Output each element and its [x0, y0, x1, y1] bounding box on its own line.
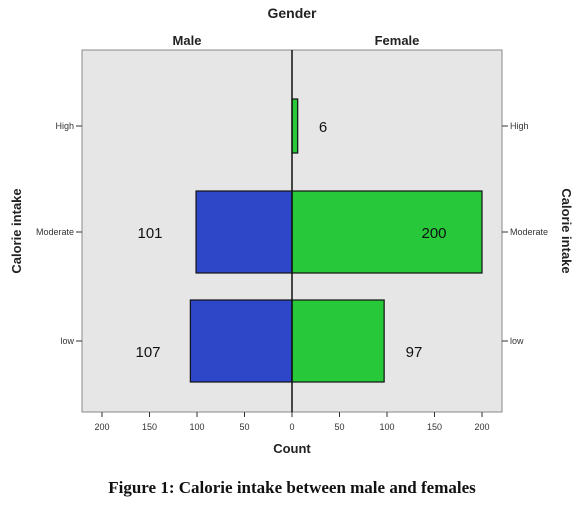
- y-tick-label-right-moderate: Moderate: [510, 227, 548, 237]
- bar-male-low: [189, 299, 293, 383]
- y-tick-label-right-high: High: [510, 121, 529, 131]
- data-label-female-high: 6: [319, 119, 327, 136]
- y-axis-label-right: Calorie intake: [559, 188, 574, 273]
- y-axis-label-left: Calorie intake: [9, 188, 24, 273]
- y-tick-label-left-low: low: [60, 336, 74, 346]
- x-tick-label-3: 50: [239, 422, 249, 432]
- bar-female-moderate: [291, 190, 483, 274]
- bar-female-high: [291, 98, 299, 154]
- data-label-male-moderate: 101: [137, 225, 162, 242]
- x-tick-label-4: 0: [289, 422, 294, 432]
- x-tick-label-1: 150: [142, 422, 157, 432]
- data-label-male-low: 107: [135, 344, 160, 361]
- x-tick-label-2: 100: [189, 422, 204, 432]
- series-label-male: Male: [173, 33, 202, 48]
- x-tick-label-5: 50: [334, 422, 344, 432]
- x-tick-label-8: 200: [474, 422, 489, 432]
- x-tick-label-7: 150: [427, 422, 442, 432]
- y-tick-label-left-moderate: Moderate: [36, 227, 74, 237]
- y-tick-label-left-high: High: [55, 121, 74, 131]
- chart-title: Gender: [267, 5, 317, 21]
- bar-female-low: [291, 299, 385, 383]
- data-label-female-low: 97: [406, 344, 423, 361]
- series-label-female: Female: [375, 33, 420, 48]
- pyramid-chart: Gender Male Female Count Calorie intake …: [9, 5, 574, 456]
- bar-male-moderate: [195, 190, 293, 274]
- chart-marks: 101 107 6 200 97 High High Moderate Moderate low l…: [36, 50, 548, 432]
- x-tick-label-0: 200: [94, 422, 109, 432]
- y-tick-label-right-low: low: [510, 336, 524, 346]
- x-axis-label: Count: [273, 441, 311, 456]
- x-tick-label-6: 100: [379, 422, 394, 432]
- figure-caption: Figure 1: Calorie intake between male an…: [108, 478, 476, 497]
- data-label-female-moderate: 200: [421, 225, 446, 242]
